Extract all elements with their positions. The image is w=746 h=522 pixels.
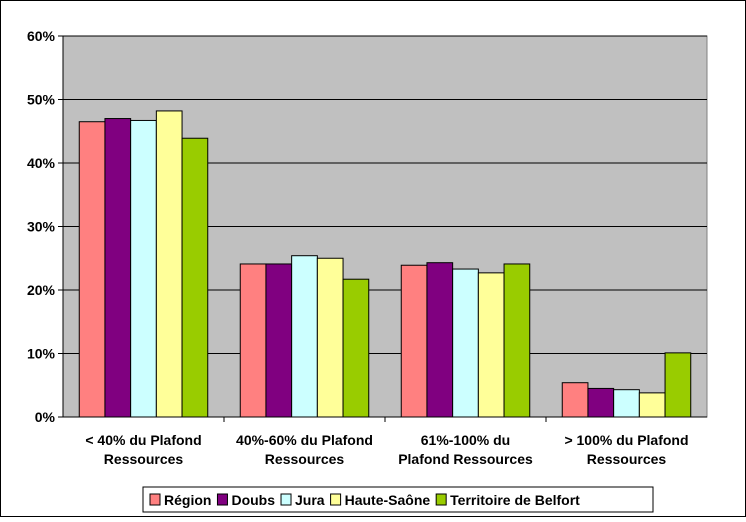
- bar: [181, 137, 209, 418]
- y-tick-label: 40%: [27, 155, 56, 171]
- legend-label: Haute-Saône: [345, 492, 431, 508]
- bar: [503, 263, 531, 418]
- bar: [452, 268, 479, 418]
- bar: [477, 272, 505, 418]
- x-tick-label: Plafond Ressources: [398, 451, 533, 467]
- bar: [638, 392, 666, 418]
- bar: [239, 263, 267, 418]
- x-tick-label: > 100% du Plafond: [564, 432, 688, 448]
- legend-label: Territoire de Belfort: [450, 492, 580, 508]
- y-tick-label: 20%: [27, 282, 56, 298]
- x-tick-label: < 40% du Plafond: [85, 432, 201, 448]
- legend-swatch: [330, 493, 342, 506]
- legend-swatch: [435, 493, 447, 506]
- bar: [400, 264, 428, 418]
- legend-label: Région: [164, 492, 211, 508]
- legend-swatch: [216, 493, 228, 506]
- x-tick-label: 40%-60% du Plafond: [236, 432, 373, 448]
- bar: [291, 255, 318, 418]
- y-tick-label: 0%: [35, 409, 56, 425]
- legend-label: Jura: [295, 492, 325, 508]
- bar: [104, 118, 132, 418]
- y-tick-label: 10%: [27, 346, 56, 362]
- y-tick-label: 30%: [27, 219, 56, 235]
- bar: [587, 387, 615, 418]
- x-tick-label: Ressources: [587, 451, 667, 467]
- bar: [78, 121, 106, 418]
- x-tick-label: Ressources: [104, 451, 184, 467]
- y-tick-label: 50%: [27, 92, 56, 108]
- legend-label: Doubs: [231, 492, 275, 508]
- legend-swatch: [149, 493, 161, 506]
- bar: [561, 382, 589, 418]
- bar: [316, 257, 344, 418]
- y-tick-label: 60%: [27, 28, 56, 44]
- bar: [664, 352, 692, 418]
- bar: [342, 278, 370, 418]
- bar: [155, 110, 183, 418]
- bar: [426, 262, 454, 418]
- bar: [265, 263, 293, 418]
- legend-box: [142, 486, 654, 513]
- legend-swatch: [280, 493, 292, 506]
- x-tick-label: 61%-100% du: [421, 432, 510, 448]
- bar: [613, 389, 640, 418]
- bar: [130, 119, 157, 418]
- x-tick-label: Ressources: [265, 451, 345, 467]
